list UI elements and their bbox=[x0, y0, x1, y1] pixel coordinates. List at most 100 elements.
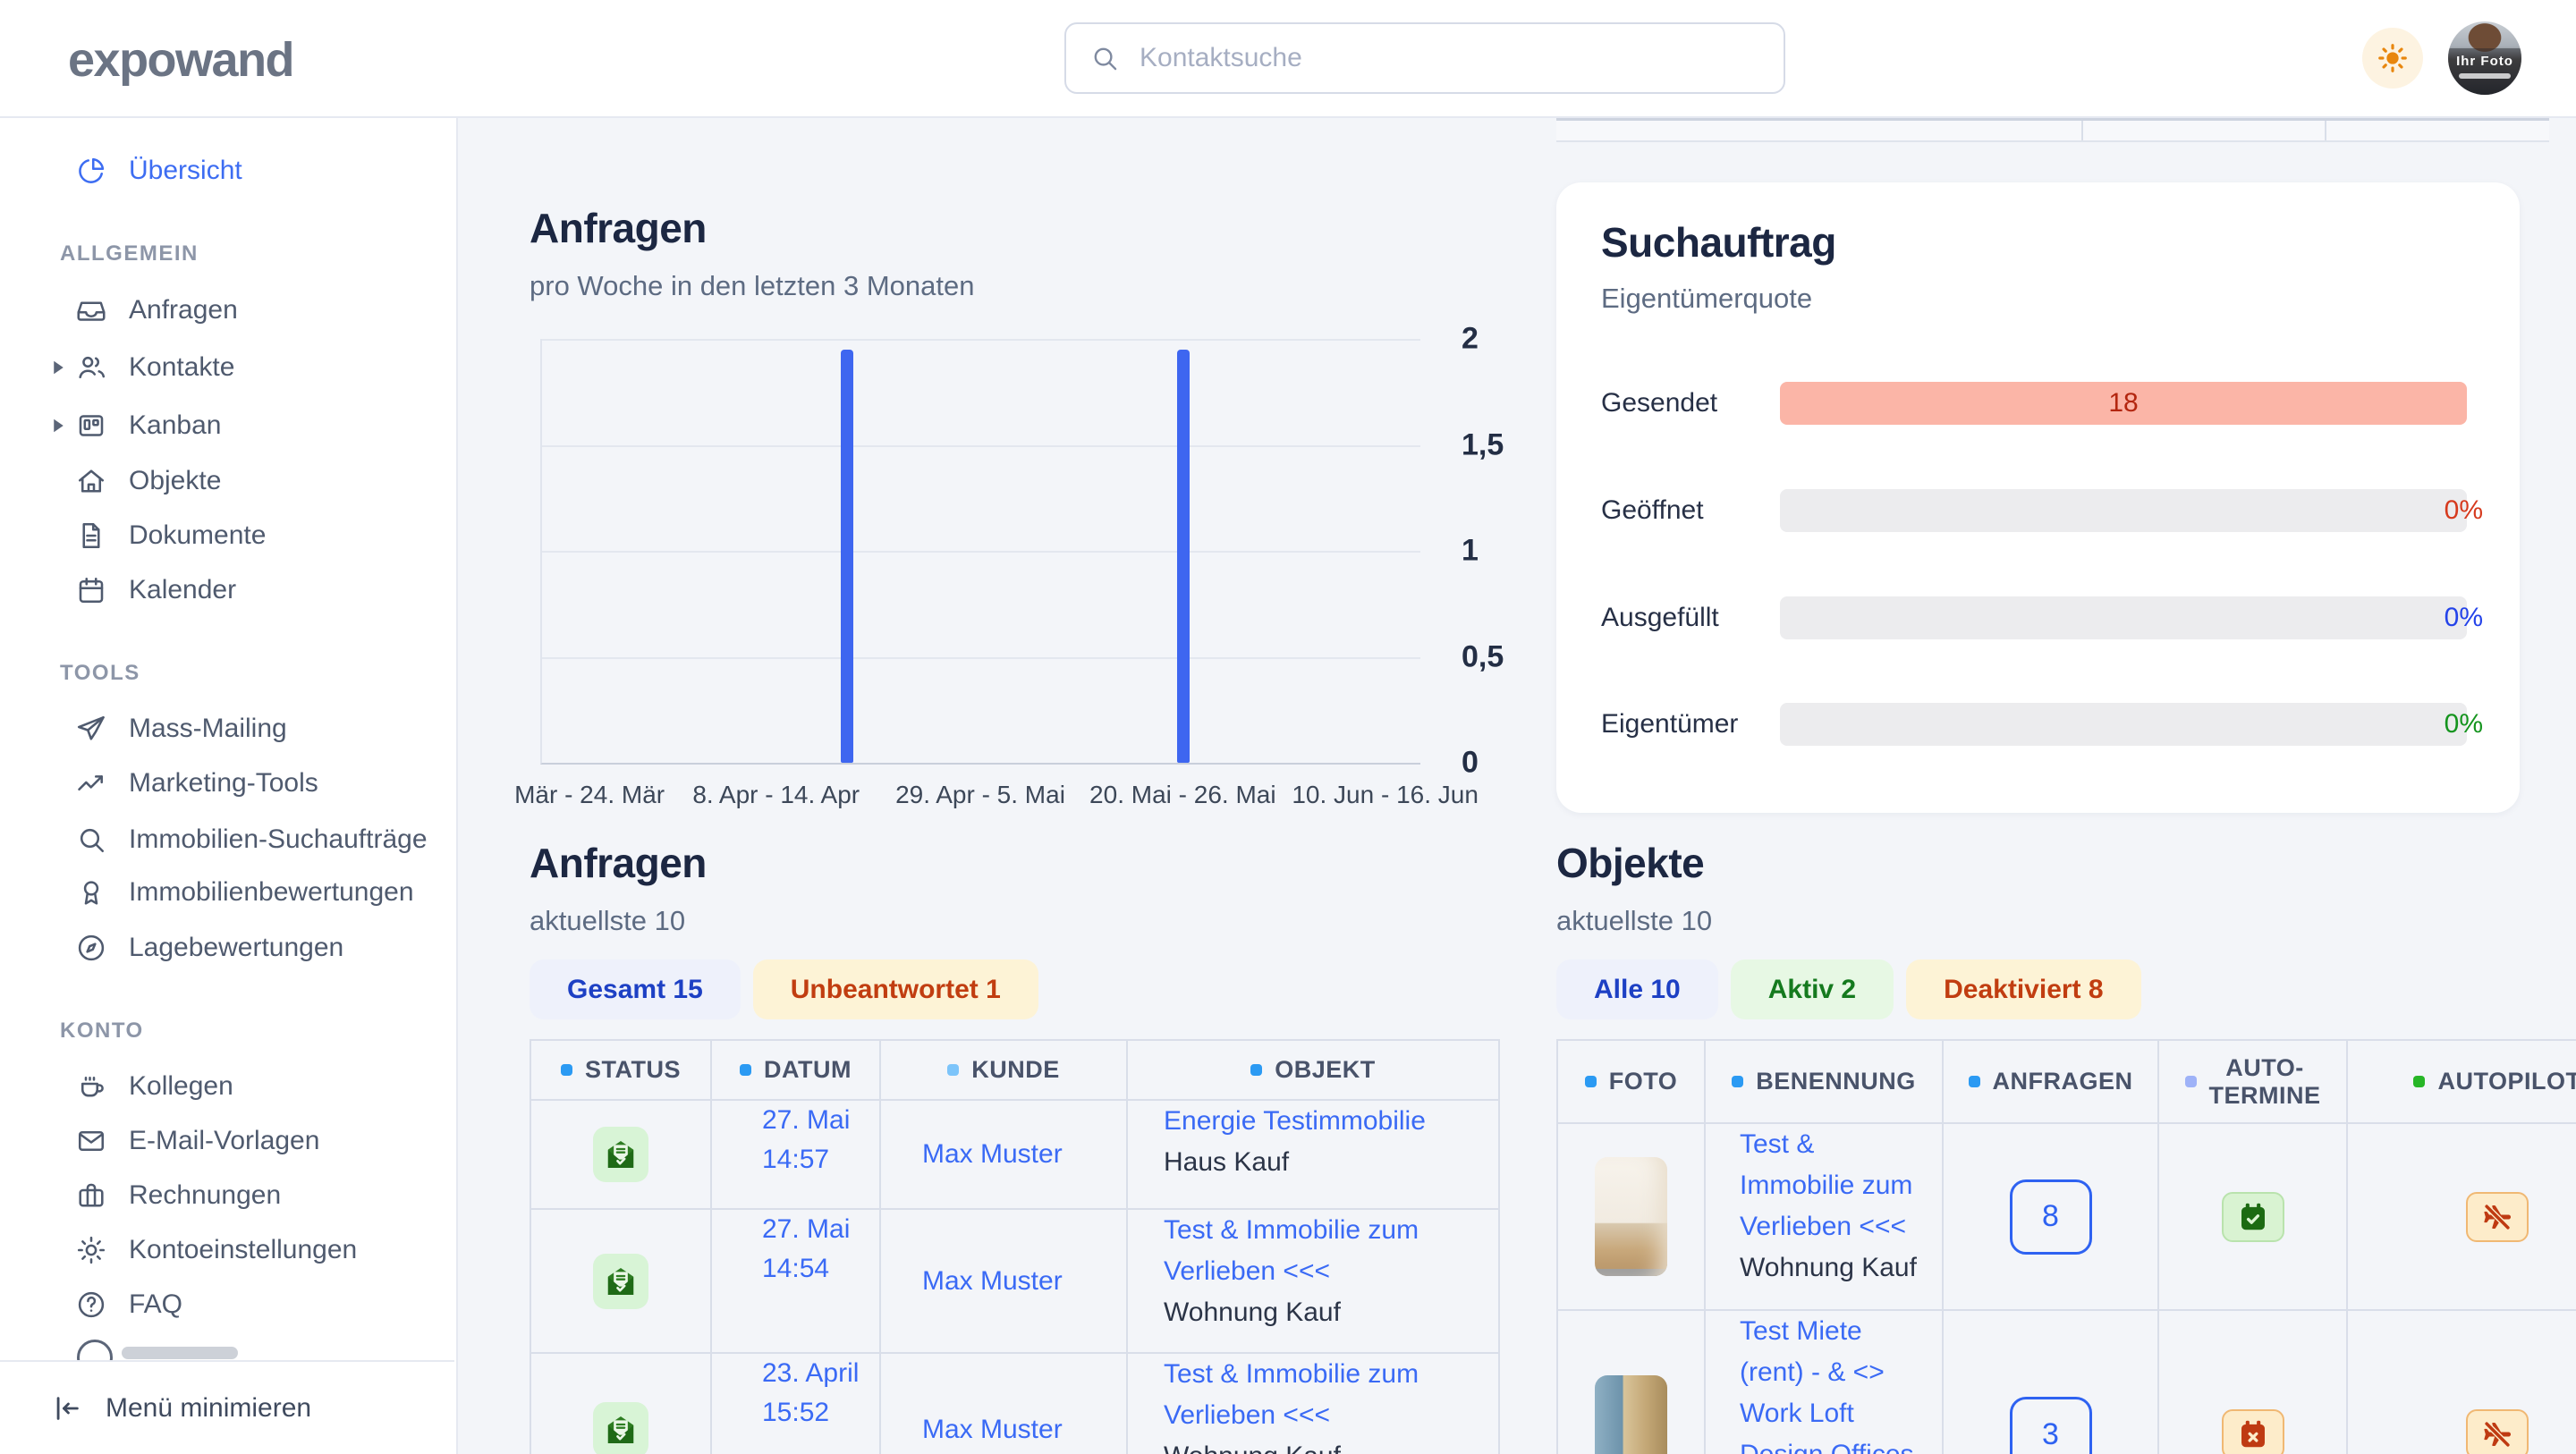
chart-bars-layer bbox=[542, 339, 1420, 763]
objekt-link[interactable]: Energie Testimmobilie bbox=[1164, 1106, 1426, 1136]
sidebar-item-dokumente[interactable]: Dokumente bbox=[0, 514, 454, 557]
chart-bar bbox=[1176, 349, 1190, 763]
y-tick-label: 1 bbox=[1462, 533, 1479, 568]
gridline bbox=[542, 656, 1420, 659]
gear-icon bbox=[77, 1236, 106, 1264]
theme-toggle-button[interactable] bbox=[2362, 28, 2423, 89]
sidebar-nav: Übersicht ALLGEMEIN Anfragen Kontakte Ka… bbox=[0, 118, 454, 1360]
objekt-typ: Wohnung Kauf bbox=[1164, 1436, 1341, 1454]
autopilot-off-icon[interactable] bbox=[2466, 1191, 2529, 1242]
sidebar-item-objekte[interactable]: Objekte bbox=[0, 460, 454, 503]
tab-gesamt[interactable]: Gesamt 15 bbox=[530, 959, 741, 1019]
property-photo[interactable] bbox=[1595, 1374, 1667, 1454]
sidebar-item-marketing-tools[interactable]: Marketing-Tools bbox=[0, 762, 454, 805]
foto-cell bbox=[1558, 1311, 1704, 1454]
column-header-auto-termine: AUTO-TERMINE bbox=[2157, 1041, 2346, 1122]
objekte-table: FOTO BENENNUNG ANFRAGEN AUTO-TERMINE AUT… bbox=[1556, 1039, 2576, 1454]
column-bullet bbox=[1584, 1076, 1597, 1087]
autopilot-off-icon[interactable] bbox=[2466, 1409, 2529, 1454]
sidebar-item-lagebewertungen[interactable]: Lagebewertungen bbox=[0, 926, 454, 969]
auto-termine-cell bbox=[2157, 1311, 2346, 1454]
sidebar-item-partial-label bbox=[122, 1347, 238, 1359]
funnel-row-ausgefuellt: Ausgefüllt 0% bbox=[1601, 596, 2483, 639]
magnifier-icon bbox=[80, 828, 105, 853]
objekte-section-title: Objekte bbox=[1556, 840, 1705, 886]
x-tick-label: 29. Apr - 5. Mai bbox=[895, 781, 1065, 808]
date-cell: 27. Mai 14:54 bbox=[710, 1210, 879, 1352]
remnant-divider bbox=[2081, 121, 2083, 140]
objekt-name-link[interactable]: Test Miete (rent) - & <> Work Loft Desig… bbox=[1740, 1316, 1914, 1454]
collapse-menu-button[interactable]: Menü minimieren bbox=[0, 1360, 454, 1454]
sidebar-item-immobilien-suchauftraege[interactable]: Immobilien-Suchaufträge bbox=[0, 818, 454, 861]
briefcase-icon bbox=[79, 1183, 104, 1207]
date-link[interactable]: 27. Mai bbox=[762, 1214, 851, 1244]
sidebar-item-immobilienbewertungen[interactable]: Immobilienbewertungen bbox=[0, 871, 454, 914]
envelope-icon bbox=[78, 1130, 105, 1152]
app-logo[interactable]: expowand bbox=[68, 33, 295, 87]
sidebar-item-uebersicht[interactable]: Übersicht bbox=[0, 149, 454, 192]
remnant-divider bbox=[2325, 121, 2326, 140]
avatar[interactable]: Ihr Foto bbox=[2448, 21, 2521, 95]
time-link[interactable]: 15:52 bbox=[762, 1398, 830, 1427]
column-bullet bbox=[561, 1064, 572, 1076]
objekt-link[interactable]: Test & Immobilie zum Verlieben <<< bbox=[1164, 1215, 1419, 1286]
sidebar-item-mass-mailing[interactable]: Mass-Mailing bbox=[0, 707, 454, 750]
kunde-link[interactable]: Max Muster bbox=[922, 1139, 1063, 1169]
tab-alle[interactable]: Alle 10 bbox=[1556, 959, 1718, 1019]
avatar-overlay-caption bbox=[2459, 72, 2511, 79]
tab-deaktiviert[interactable]: Deaktiviert 8 bbox=[1906, 959, 2141, 1019]
funnel-row-geoeffnet: Geöffnet 0% bbox=[1601, 489, 2483, 532]
sidebar-section-allgemein: ALLGEMEIN bbox=[60, 241, 199, 266]
objekt-name-link[interactable]: Test & Immobilie zum Verlieben <<< bbox=[1740, 1129, 1913, 1241]
avatar-overlay-label: Ihr Foto bbox=[2456, 53, 2513, 69]
calendar-check-icon[interactable] bbox=[2221, 1191, 2284, 1242]
calendar-x-icon[interactable] bbox=[2221, 1409, 2284, 1454]
anfrage-row: 27. Mai 14:54 Max Muster Test & Immobili… bbox=[531, 1208, 1498, 1352]
anfragen-count-button[interactable]: 8 bbox=[2009, 1179, 2092, 1255]
funnel-row-gesendet: Gesendet 18 bbox=[1601, 382, 2467, 425]
sidebar-item-faq[interactable]: FAQ bbox=[0, 1283, 454, 1326]
search-box[interactable] bbox=[1064, 22, 1785, 94]
time-link[interactable]: 14:54 bbox=[762, 1254, 830, 1283]
column-header-objekt: OBJEKT bbox=[1126, 1041, 1498, 1099]
inbox-icon bbox=[77, 301, 106, 321]
calendar-icon bbox=[79, 577, 104, 604]
objekt-row: Test & Immobilie zum Verlieben <<< Wohnu… bbox=[1558, 1122, 2576, 1309]
sidebar-item-email-vorlagen[interactable]: E-Mail-Vorlagen bbox=[0, 1120, 454, 1162]
caret-right-icon bbox=[54, 360, 64, 375]
time-link[interactable]: 14:57 bbox=[762, 1145, 830, 1174]
mail-answered-icon bbox=[593, 1127, 648, 1182]
suchauftrag-title: Suchauftrag bbox=[1601, 219, 1836, 266]
column-header-status: STATUS bbox=[531, 1041, 710, 1099]
sidebar-item-anfragen[interactable]: Anfragen bbox=[0, 289, 454, 332]
autopilot-cell bbox=[2346, 1124, 2576, 1309]
column-header-foto: FOTO bbox=[1558, 1041, 1704, 1122]
column-header-kunde: KUNDE bbox=[879, 1041, 1126, 1099]
column-bullet bbox=[1732, 1076, 1744, 1087]
kunde-link[interactable]: Max Muster bbox=[922, 1415, 1063, 1444]
sidebar-item-rechnungen[interactable]: Rechnungen bbox=[0, 1174, 454, 1217]
sidebar-item-kanban[interactable]: Kanban bbox=[0, 404, 454, 447]
sidebar-item-kontoeinstellungen[interactable]: Kontoeinstellungen bbox=[0, 1229, 454, 1272]
foto-cell bbox=[1558, 1124, 1704, 1309]
compass-icon bbox=[78, 934, 105, 961]
date-link[interactable]: 23. April bbox=[762, 1358, 860, 1388]
anfragen-tabs: Gesamt 15 Unbeantwortet 1 bbox=[530, 959, 1038, 1019]
date-link[interactable]: 27. Mai bbox=[762, 1105, 851, 1135]
column-bullet bbox=[2184, 1076, 2197, 1087]
tab-aktiv[interactable]: Aktiv 2 bbox=[1730, 959, 1894, 1019]
column-header-anfragen: ANFRAGEN bbox=[1942, 1041, 2157, 1122]
anfragen-section-subtitle: aktuellste 10 bbox=[530, 905, 686, 936]
kunde-link[interactable]: Max Muster bbox=[922, 1265, 1063, 1296]
avatar-overlay: Ihr Foto bbox=[2448, 47, 2521, 95]
property-photo[interactable] bbox=[1595, 1157, 1667, 1276]
search-input[interactable] bbox=[1138, 42, 1760, 74]
sidebar-item-kalender[interactable]: Kalender bbox=[0, 569, 454, 612]
anfragen-table: STATUS DATUM KUNDE OBJEKT 27. Mai 14:57 … bbox=[530, 1039, 1500, 1454]
kunde-cell: Max Muster bbox=[879, 1101, 1126, 1208]
anfragen-count-button[interactable]: 3 bbox=[2009, 1397, 2092, 1454]
objekt-link[interactable]: Test & Immobilie zum Verlieben <<< bbox=[1164, 1359, 1419, 1430]
tab-unbeantwortet[interactable]: Unbeantwortet 1 bbox=[752, 959, 1038, 1019]
sidebar-item-kontakte[interactable]: Kontakte bbox=[0, 346, 454, 389]
sidebar-item-kollegen[interactable]: Kollegen bbox=[0, 1065, 454, 1108]
